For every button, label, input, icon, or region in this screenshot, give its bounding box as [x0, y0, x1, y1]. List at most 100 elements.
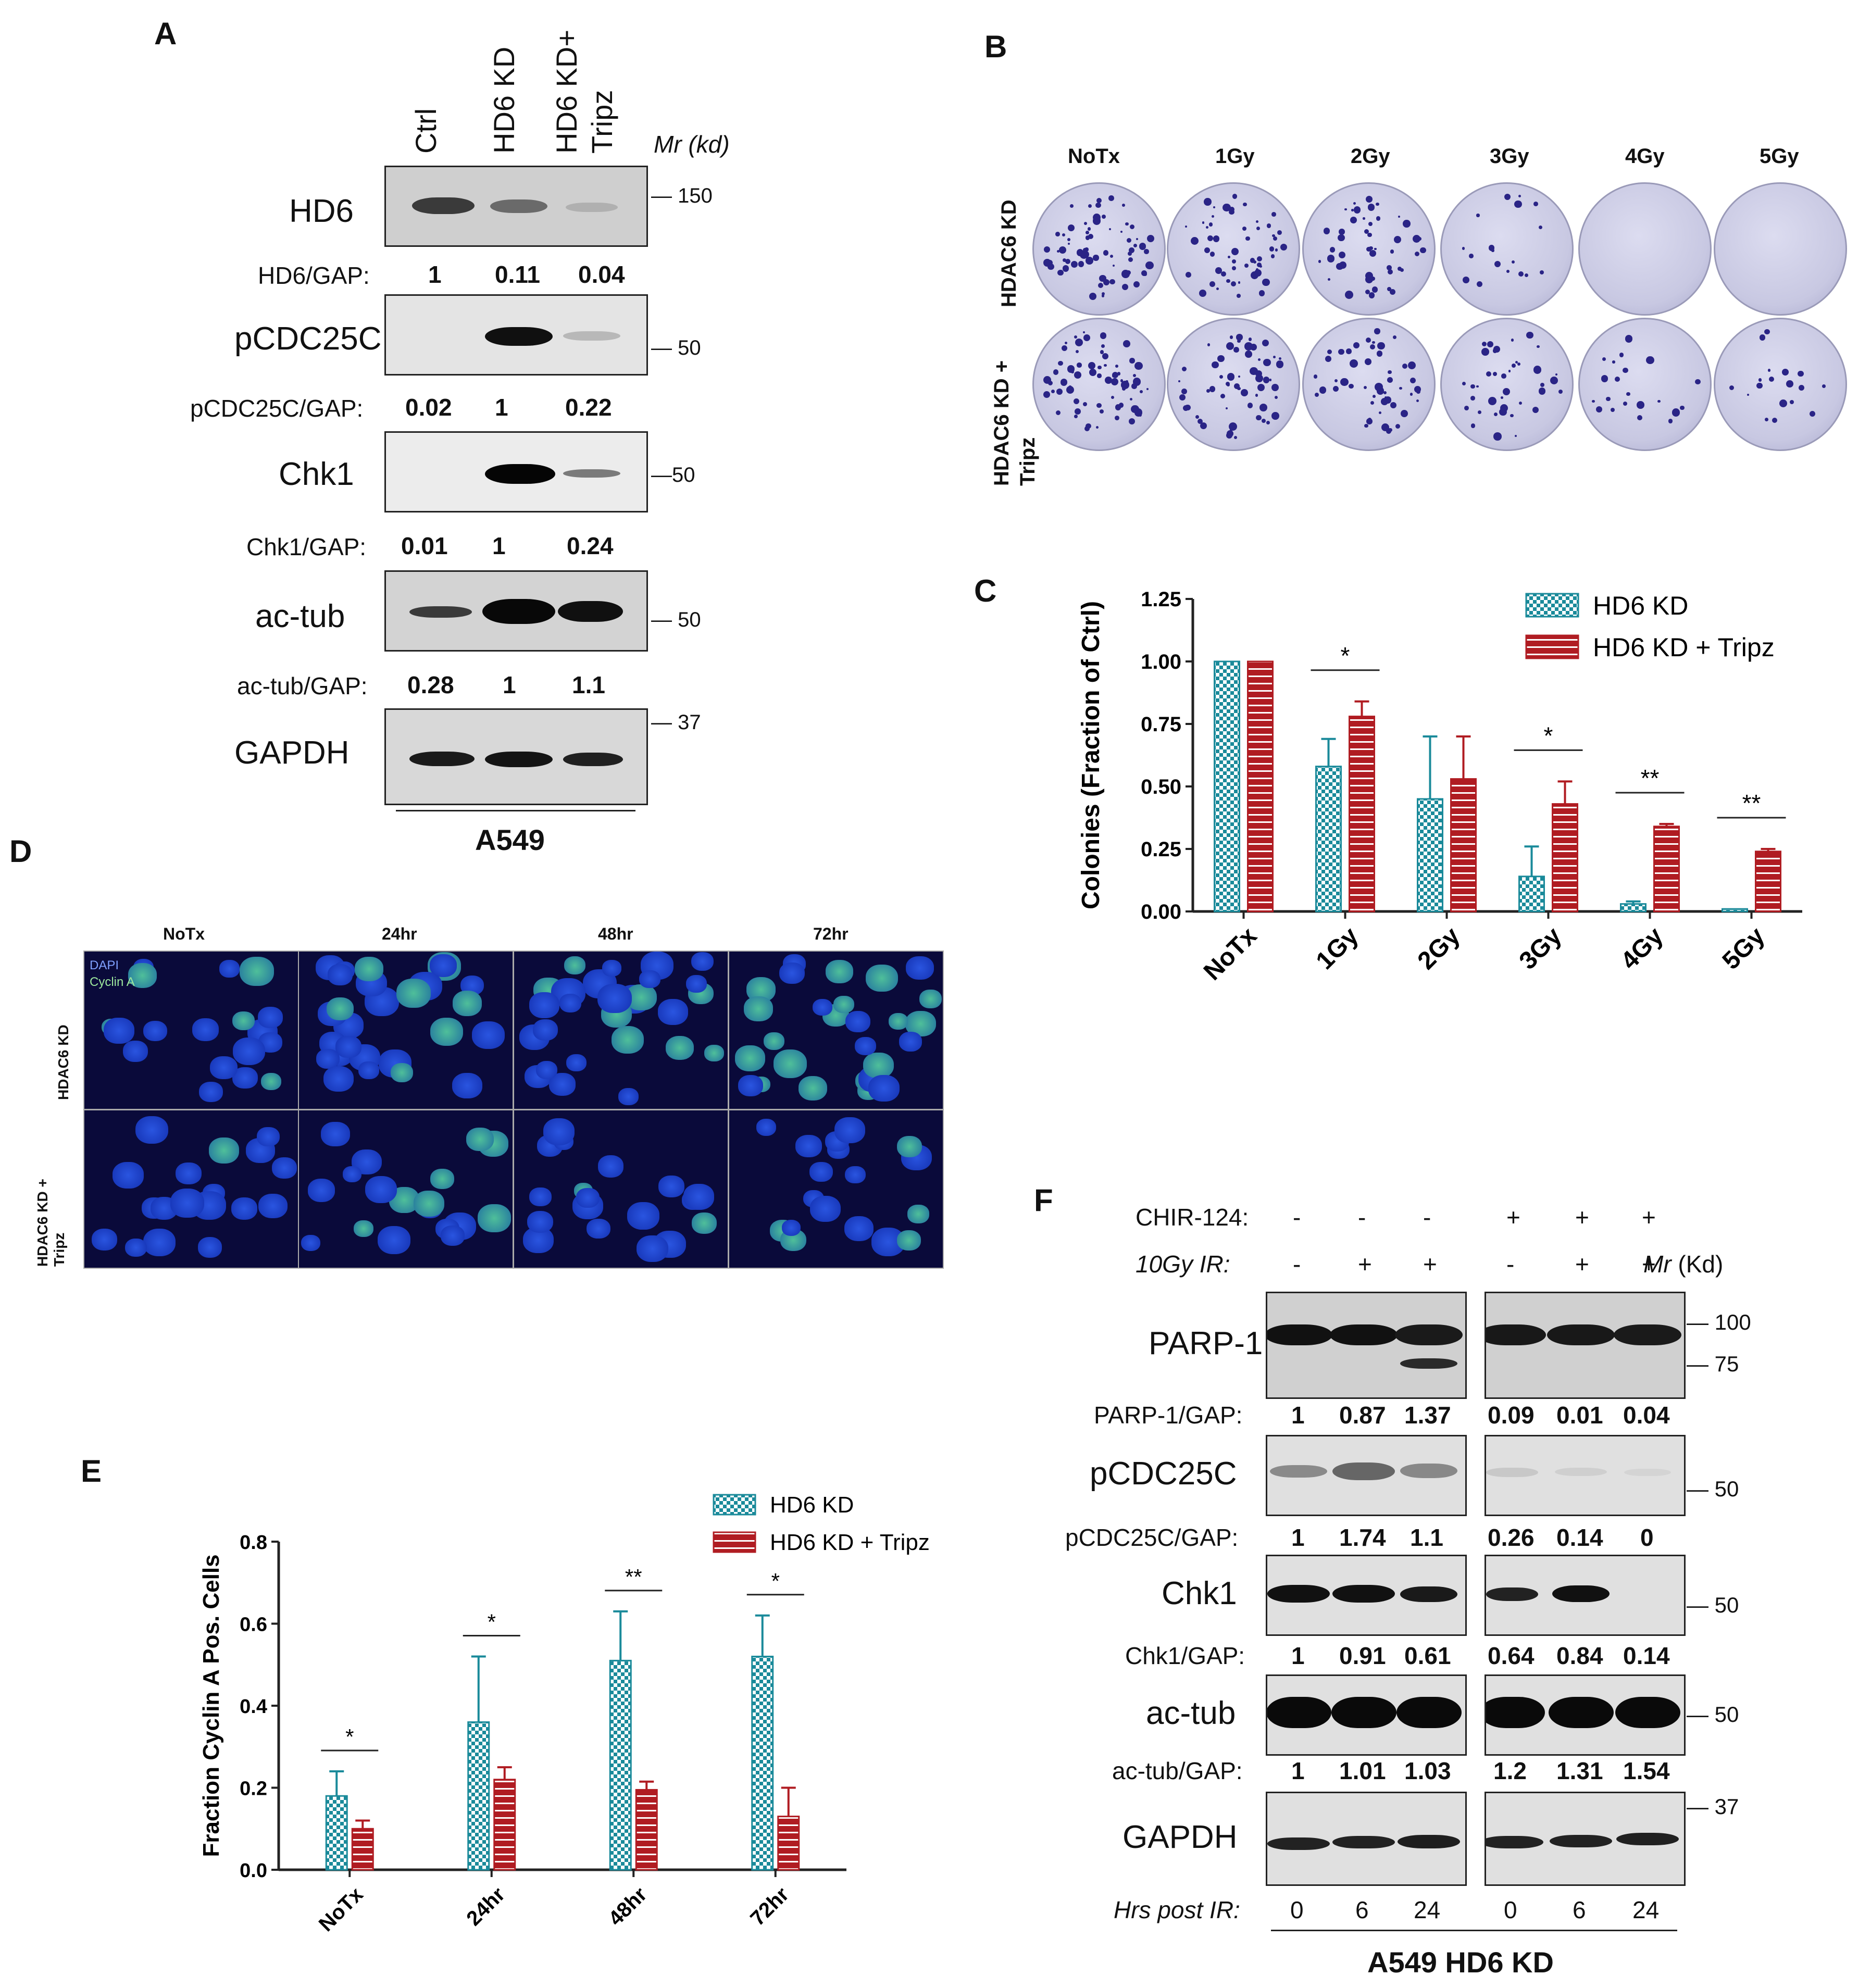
colony [1386, 265, 1392, 270]
stain-label-dapi: DAPI [90, 958, 119, 972]
band [1267, 1585, 1330, 1603]
colony [1336, 262, 1343, 270]
cell-nucleus [240, 957, 274, 986]
y-tick-label: 0.2 [240, 1778, 267, 1800]
colony [1614, 377, 1620, 382]
cell-nucleus [316, 1048, 340, 1069]
cell-nucleus [231, 1197, 258, 1220]
mr-header: Mr (Kd) [1643, 1251, 1724, 1278]
colony [1387, 269, 1393, 274]
colony [1333, 385, 1339, 392]
mr-marker: — 150 [651, 184, 713, 207]
cell-nucleus [809, 1195, 841, 1222]
colony [1334, 379, 1338, 383]
colony [1185, 226, 1188, 228]
colony [1371, 286, 1378, 293]
stain-label-cyclin-a: Cyclin A [90, 975, 135, 989]
micrograph [83, 1109, 299, 1269]
colony [1219, 374, 1224, 379]
colony [1469, 254, 1474, 258]
colony [1074, 371, 1081, 379]
colony [1068, 224, 1075, 232]
colony [1233, 347, 1239, 353]
cell-nucleus [597, 1155, 624, 1178]
colony [1398, 215, 1400, 218]
colony [1232, 266, 1237, 270]
colony [1515, 361, 1518, 364]
colony [1053, 369, 1059, 375]
cell-nucleus [414, 1191, 444, 1217]
cell-nucleus [321, 1122, 350, 1147]
band [1547, 1324, 1615, 1345]
cell-nucleus [232, 1011, 255, 1031]
colony [1112, 265, 1115, 267]
colony [1270, 254, 1275, 258]
ratio-value: 0.91 [1339, 1642, 1386, 1669]
legend-label: HD6 KD [1593, 591, 1688, 620]
colony [1623, 402, 1628, 406]
colony [1240, 389, 1248, 397]
colony [1782, 369, 1789, 376]
colony [1350, 217, 1357, 224]
colony [1266, 421, 1270, 425]
colony [1353, 342, 1360, 349]
colony [1339, 229, 1345, 235]
colony [1142, 244, 1145, 248]
band [1550, 1835, 1612, 1847]
colony [1376, 351, 1383, 357]
colony [1088, 233, 1093, 239]
colony [1491, 249, 1494, 252]
colony [1256, 220, 1259, 223]
bar [1247, 660, 1274, 912]
row-label: HDAC6 KD [997, 199, 1020, 307]
blot [1266, 1555, 1467, 1636]
colony [1540, 383, 1544, 387]
colony [1413, 234, 1421, 243]
colony [1082, 402, 1087, 406]
ratio-value: 1 [495, 394, 508, 421]
colony [1226, 279, 1230, 283]
colony [1370, 401, 1375, 405]
colony [1074, 415, 1078, 418]
cell-nucleus [135, 1116, 169, 1144]
bar [1417, 798, 1443, 912]
protein-label-chk1: Chk1 [279, 456, 354, 492]
colony [1104, 376, 1112, 384]
ratio-label: Chk1/GAP: [246, 533, 367, 560]
cell-nucleus [533, 1019, 558, 1041]
cell-nucleus [618, 1087, 639, 1105]
cell-nucleus [866, 964, 898, 992]
colony [1602, 377, 1605, 380]
mr-marker: — 50 [651, 336, 701, 359]
colony [1376, 387, 1384, 395]
cell-nucleus [143, 1020, 168, 1042]
colony [1129, 247, 1135, 254]
colony [1363, 217, 1365, 220]
petri-dish [1032, 318, 1166, 451]
colony [1772, 418, 1777, 423]
cell-nucleus [335, 1035, 361, 1058]
bar [777, 1816, 800, 1871]
col-header: NoTx [163, 924, 205, 943]
colony [1077, 362, 1082, 368]
colony [1377, 342, 1386, 350]
colony [1130, 397, 1133, 401]
cell-nucleus [113, 1162, 144, 1189]
colony [1119, 403, 1124, 408]
colony [1256, 226, 1260, 230]
panel-label-a: A [154, 16, 177, 51]
cell-nucleus [834, 1117, 865, 1143]
col-header: 5Gy [1760, 145, 1799, 168]
colony [1051, 389, 1055, 394]
colony [1216, 287, 1219, 290]
colony [1207, 235, 1214, 241]
cell-nucleus [734, 1045, 765, 1071]
cell-nucleus [123, 1041, 148, 1062]
colony [1248, 403, 1253, 408]
colony [1200, 422, 1207, 430]
colony [1212, 215, 1215, 218]
colony [1672, 408, 1680, 417]
cell-nucleus [763, 1032, 785, 1051]
band [566, 203, 618, 212]
protein-label-hd6: HD6 [289, 193, 354, 229]
